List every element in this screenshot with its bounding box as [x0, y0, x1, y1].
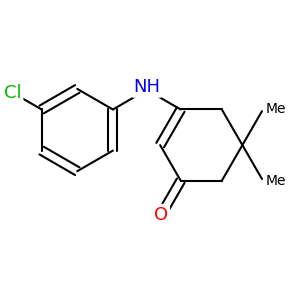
Text: Cl: Cl — [4, 84, 22, 102]
Text: NH: NH — [133, 78, 160, 96]
Text: Me: Me — [266, 174, 286, 188]
Text: Me: Me — [266, 102, 286, 116]
Text: O: O — [154, 206, 168, 224]
